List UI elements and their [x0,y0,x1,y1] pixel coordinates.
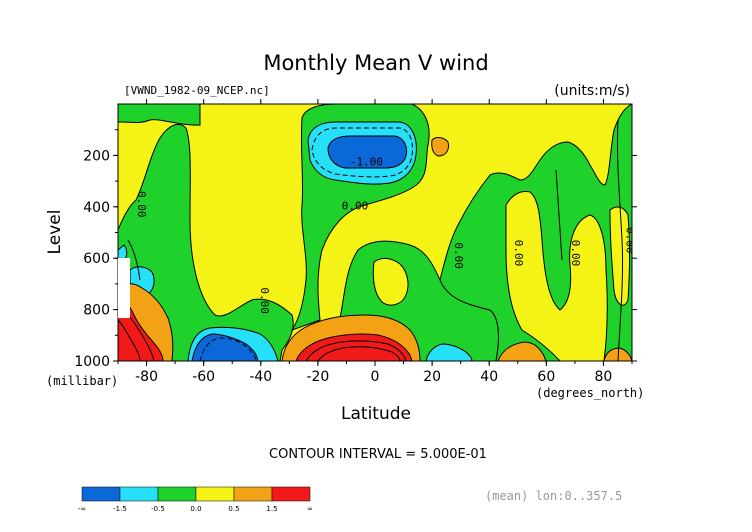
contour-label: -1.00 [350,156,383,169]
colorbar-tick-label: 0.0 [190,505,201,513]
negative-regions [118,121,473,361]
y-axis: 200 400 600 800 1000 [74,129,637,370]
blue-region-left [191,333,259,361]
missing-data-mask [118,258,130,318]
yellow-island-far-right [609,206,630,306]
colorbar-swatch [119,486,159,502]
contour-label: 0.00 [342,199,369,212]
x-tick-label: -40 [249,369,272,385]
orange-region-right-bottom [497,341,547,361]
x-tick-label: 40 [480,369,498,385]
contour-label-layer: -1.00 0.00 0.00 0.00 0.00 0.00 0.00 0.00 [135,156,636,314]
cyan-region-tropics [425,343,473,361]
colorbar-tick-label: 1.5 [266,505,277,513]
contour-field: -1.00 0.00 0.00 0.00 0.00 0.00 0.00 0.00 [118,104,636,361]
contour-dashed-upper [311,127,413,178]
contour-equator-2 [317,346,401,361]
contour-yellow-left [127,239,141,281]
chart-title: Monthly Mean V wind [263,51,488,75]
colorbar-swatch [81,486,121,502]
y-tick-label: 200 [83,148,110,164]
x-tick-label: 80 [595,369,613,385]
orange-region-small-top [431,137,449,157]
contour-label: 0.00 [569,240,582,267]
colorbar-tick-label: ∞ [307,505,313,513]
x-tick-label: -20 [306,369,329,385]
y-tick-label: 800 [83,303,110,319]
x-tick-label: 60 [537,369,555,385]
x-tick-label: -60 [192,369,215,385]
contour-label: 0.00 [135,191,148,218]
colorbar-swatch [157,486,197,502]
x-axis-units: (degrees_north) [536,386,644,400]
yellow-islands [372,191,630,361]
contour-label: 0.00 [623,227,636,254]
y-tick-label: 1000 [74,354,110,370]
x-tick-label: 0 [371,369,380,385]
green-region-left-column [118,123,294,361]
colorbar-swatch [233,486,273,502]
contour-right-vertical [616,119,624,361]
colorbar: -∞ -1.5 -0.5 0.0 0.5 1.5 ∞ [78,486,313,513]
colorbar-swatch [195,486,235,502]
x-tick-label: -80 [135,369,158,385]
contour-interval: CONTOUR INTERVAL = 5.000E-01 [269,447,487,462]
units-label: (units:m/s) [554,83,630,99]
green-region-top-left [118,104,201,126]
contour-label: 0.00 [512,240,525,267]
x-axis: -80 -60 -40 -20 0 20 40 60 80 [117,99,633,385]
x-tick-label: 20 [423,369,441,385]
yellow-island-right-upper [505,191,608,361]
y-tick-label: 600 [83,251,110,267]
yellow-island-central-lower [372,257,409,306]
blue-region-jet [327,135,408,169]
contour-right-inner [555,169,563,261]
contour-equator-1 [305,340,407,361]
footer-note: (mean) lon:0..357.5 [485,489,622,503]
colorbar-tick-label: 0.5 [228,505,239,513]
contour-label: 0.00 [452,242,465,269]
y-tick-label: 400 [83,200,110,216]
colorbar-swatch [271,486,311,502]
y-axis-title: Level [45,210,65,255]
colorbar-tick-label: -0.5 [151,505,165,513]
colorbar-tick-label: -∞ [78,505,86,513]
x-axis-title: Latitude [341,404,411,424]
contour-label: 0.00 [258,287,271,314]
colorbar-tick-label: -1.5 [113,505,127,513]
contour-dashed-lower-left [199,337,257,361]
y-axis-units: (millibar) [46,374,118,388]
contour-left-2 [118,319,141,361]
file-label: [VWND_1982-09_NCEP.nc] [124,84,270,97]
